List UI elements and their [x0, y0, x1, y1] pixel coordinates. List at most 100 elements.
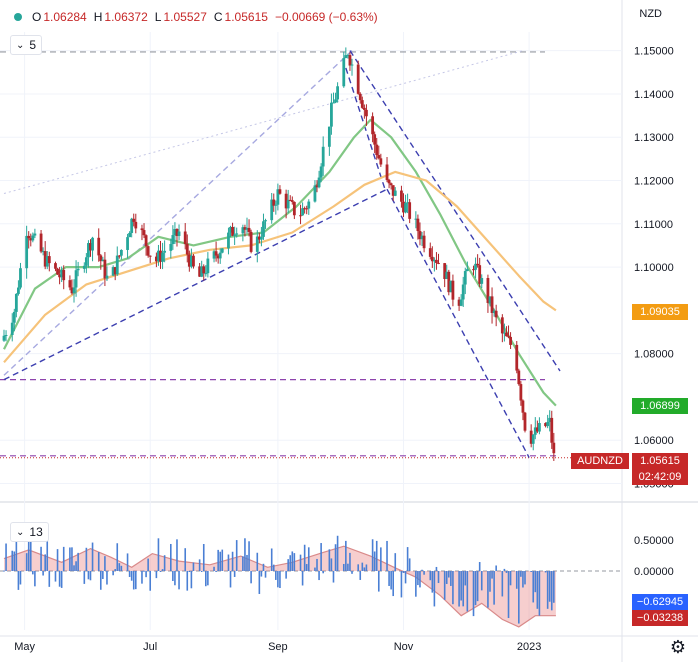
- candle-body: [255, 236, 259, 252]
- candle-body: [198, 266, 202, 277]
- histogram-bar: [305, 564, 308, 571]
- candle-body: [321, 146, 325, 167]
- candle-body: [544, 423, 547, 427]
- candle-body: [278, 189, 282, 194]
- histogram-bar: [406, 547, 409, 571]
- candle-body: [177, 231, 181, 237]
- histogram-bar: [184, 548, 187, 571]
- histogram-bar: [359, 571, 362, 580]
- histogram-bar: [390, 571, 392, 590]
- candle-body: [523, 412, 527, 431]
- gear-icon[interactable]: ⚙: [669, 637, 686, 657]
- histogram-bar: [291, 551, 294, 571]
- candle-body: [301, 208, 304, 216]
- candle-body: [274, 204, 278, 206]
- candle-body: [546, 421, 550, 427]
- candle-body: [478, 265, 482, 284]
- candle-body: [132, 218, 136, 222]
- candle-body: [231, 226, 234, 236]
- histogram-bar: [235, 540, 238, 571]
- histogram-bar: [58, 571, 61, 587]
- histogram-bar: [505, 571, 508, 573]
- histogram-bar: [11, 550, 14, 571]
- histogram-bar: [163, 555, 166, 571]
- candle-body: [459, 299, 463, 306]
- candle-body: [260, 236, 263, 240]
- histogram-bar: [349, 552, 351, 571]
- candle-body: [227, 232, 230, 249]
- histogram-bar: [29, 533, 32, 571]
- candle-body: [519, 384, 523, 401]
- candle-body: [391, 185, 395, 196]
- candle-body: [128, 232, 132, 238]
- oscillator-area-fill: [4, 546, 556, 627]
- trendline: [3, 50, 524, 194]
- histogram-bar: [299, 554, 302, 571]
- histogram-bar: [120, 565, 123, 571]
- histogram-bar: [336, 535, 339, 571]
- candle-body: [101, 259, 105, 262]
- trendline: [3, 188, 388, 381]
- candle-body: [418, 231, 422, 240]
- histogram-bar: [3, 570, 5, 572]
- candle-body: [385, 164, 389, 180]
- histogram-bar: [347, 563, 349, 571]
- candle-body: [84, 257, 88, 266]
- histogram-bar: [515, 571, 518, 589]
- trendline: [3, 50, 353, 376]
- candle-body: [99, 255, 103, 262]
- candle-body: [115, 255, 119, 275]
- candle-body: [362, 107, 366, 110]
- histogram-bar: [40, 546, 42, 571]
- histogram-bar: [159, 571, 162, 572]
- histogram-bar: [215, 571, 217, 572]
- price-tick-label: 1.11000: [634, 219, 673, 231]
- candle-body: [214, 251, 218, 256]
- histogram-bar: [174, 571, 176, 586]
- histogram-bar: [538, 571, 541, 616]
- oscillator-tick-label: 0.50000: [634, 535, 674, 547]
- symbol-label: AUDNZD: [571, 453, 629, 469]
- main-indicators-toggle[interactable]: ⌄ 5: [10, 35, 43, 55]
- histogram-bar: [322, 571, 324, 574]
- histogram-bar: [186, 571, 189, 591]
- histogram-bar: [544, 571, 547, 573]
- candle-body: [414, 218, 418, 220]
- candle-body: [494, 310, 498, 318]
- candle-body: [76, 268, 80, 271]
- sub-indicators-toggle[interactable]: ⌄ 13: [10, 522, 49, 542]
- candle-body: [161, 252, 164, 262]
- slow-moving-average-line: [3, 170, 557, 364]
- candle-body: [241, 227, 245, 234]
- histogram-bar: [534, 571, 537, 593]
- price-tick-label: 1.13000: [634, 132, 674, 144]
- price-tick-label: 1.14000: [634, 89, 674, 101]
- histogram-bar: [351, 571, 353, 574]
- histogram-bar: [462, 571, 465, 607]
- histogram-bar: [320, 543, 322, 571]
- candle-body: [319, 166, 323, 178]
- histogram-bar: [501, 571, 504, 597]
- candle-body: [330, 102, 333, 127]
- histogram-bar: [172, 571, 174, 582]
- histogram-bar: [227, 554, 230, 571]
- histogram-bar: [118, 563, 121, 571]
- currency-label[interactable]: NZD: [639, 8, 662, 20]
- candle-body: [60, 270, 64, 278]
- candle-body: [17, 287, 20, 294]
- trendline: [349, 50, 561, 372]
- candle-body: [313, 185, 317, 202]
- histogram-bar: [145, 571, 147, 578]
- histogram-bar: [106, 571, 108, 585]
- histogram-bar: [27, 533, 30, 571]
- candle-body: [27, 235, 31, 239]
- open-label: O: [32, 10, 42, 24]
- candle-body: [272, 199, 276, 206]
- candle-body: [235, 233, 239, 235]
- candle-body: [142, 230, 146, 236]
- candle-body: [56, 268, 59, 275]
- histogram-bar: [536, 571, 539, 609]
- candle-body: [111, 267, 115, 276]
- oscillator-area-label: −0.03238: [632, 610, 688, 626]
